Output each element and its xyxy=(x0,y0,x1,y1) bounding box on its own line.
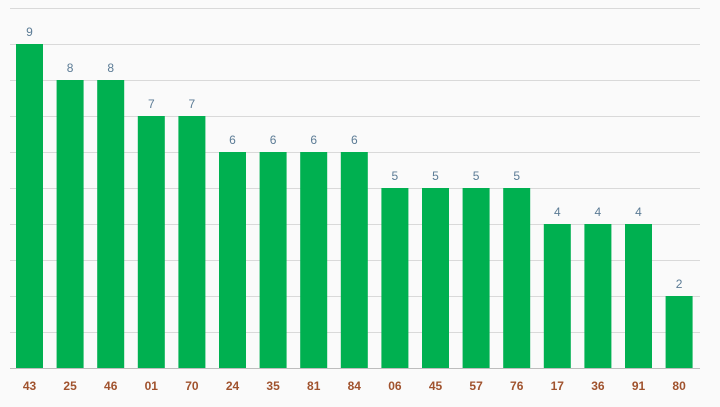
x-tick-label-25: 25 xyxy=(63,379,77,393)
bar-24 xyxy=(219,152,246,368)
bar-36 xyxy=(584,224,612,368)
x-tick-label-17: 17 xyxy=(551,379,565,393)
value-label-24: 6 xyxy=(229,133,236,147)
value-label-01: 7 xyxy=(148,97,155,111)
x-tick-label-36: 36 xyxy=(591,379,605,393)
bar-57 xyxy=(462,188,490,368)
x-tick-labels: 43 25 46 01 70 24 35 81 84 06 45 57 76 17 36 91 80 xyxy=(23,379,686,393)
bar-76 xyxy=(503,188,531,368)
x-tick-label-80: 80 xyxy=(672,379,686,393)
value-label-25: 8 xyxy=(67,61,74,75)
x-tick-label-57: 57 xyxy=(469,379,483,393)
bar-46 xyxy=(97,80,125,368)
bars xyxy=(16,44,693,368)
value-label-17: 4 xyxy=(554,205,561,219)
value-label-45: 5 xyxy=(432,169,439,183)
x-tick-label-45: 45 xyxy=(429,379,443,393)
value-label-57: 5 xyxy=(473,169,480,183)
x-tick-label-43: 43 xyxy=(23,379,37,393)
x-tick-label-46: 46 xyxy=(104,379,118,393)
bar-84 xyxy=(340,152,368,368)
value-label-70: 7 xyxy=(189,97,196,111)
x-tick-label-70: 70 xyxy=(185,379,199,393)
bar-45 xyxy=(422,188,449,368)
value-label-76: 5 xyxy=(513,169,520,183)
value-label-81: 6 xyxy=(310,133,317,147)
value-labels: 9 8 8 7 7 6 6 6 6 5 5 5 5 4 4 4 2 xyxy=(26,25,683,291)
x-tick-label-01: 01 xyxy=(145,379,159,393)
x-tick-label-06: 06 xyxy=(388,379,402,393)
x-tick-label-81: 81 xyxy=(307,379,321,393)
value-label-06: 5 xyxy=(392,169,399,183)
bar-06 xyxy=(381,188,409,368)
value-label-84: 6 xyxy=(351,133,358,147)
bar-81 xyxy=(300,152,328,368)
bar-17 xyxy=(543,224,571,368)
x-tick-label-76: 76 xyxy=(510,379,524,393)
bar-25 xyxy=(56,80,84,368)
value-label-35: 6 xyxy=(270,133,277,147)
bar-80 xyxy=(665,296,693,368)
x-tick-label-24: 24 xyxy=(226,379,240,393)
bar-01 xyxy=(137,116,165,368)
bar-70 xyxy=(178,116,206,368)
x-tick-label-91: 91 xyxy=(632,379,646,393)
bar-43 xyxy=(16,44,43,368)
bar-35 xyxy=(259,152,287,368)
value-label-36: 4 xyxy=(595,205,602,219)
bar-91 xyxy=(625,224,652,368)
x-tick-label-84: 84 xyxy=(348,379,362,393)
x-tick-label-35: 35 xyxy=(266,379,280,393)
value-label-46: 8 xyxy=(107,61,114,75)
value-label-91: 4 xyxy=(635,205,642,219)
value-label-80: 2 xyxy=(676,277,683,291)
value-label-43: 9 xyxy=(26,25,33,39)
